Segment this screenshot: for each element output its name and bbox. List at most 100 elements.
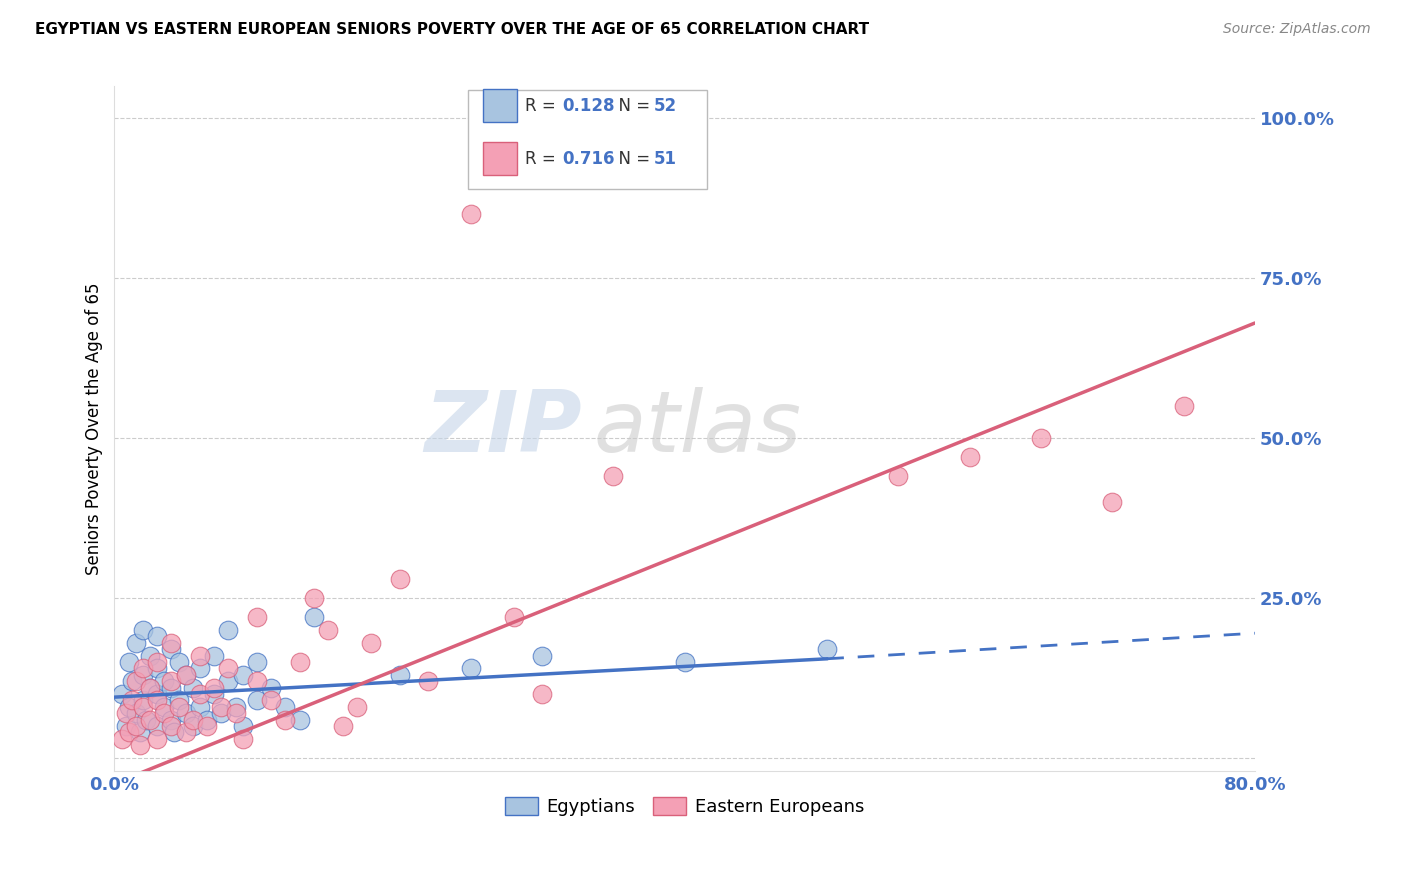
Point xyxy=(181,719,204,733)
Point xyxy=(188,687,211,701)
Point xyxy=(1173,399,1195,413)
Point xyxy=(288,713,311,727)
Legend: Egyptians, Eastern Europeans: Egyptians, Eastern Europeans xyxy=(498,789,872,823)
Point xyxy=(195,713,218,727)
Point xyxy=(959,450,981,465)
Text: R =: R = xyxy=(524,96,561,114)
Point xyxy=(531,648,554,663)
Point xyxy=(531,687,554,701)
Point xyxy=(260,681,283,695)
Point xyxy=(274,699,297,714)
Point xyxy=(195,719,218,733)
Point xyxy=(360,636,382,650)
Text: EGYPTIAN VS EASTERN EUROPEAN SENIORS POVERTY OVER THE AGE OF 65 CORRELATION CHAR: EGYPTIAN VS EASTERN EUROPEAN SENIORS POV… xyxy=(35,22,869,37)
Text: 51: 51 xyxy=(654,150,676,168)
Point xyxy=(181,681,204,695)
Point xyxy=(815,642,838,657)
Text: N =: N = xyxy=(609,150,655,168)
Point xyxy=(114,706,136,720)
Point xyxy=(188,648,211,663)
Point xyxy=(316,623,339,637)
Point xyxy=(232,719,254,733)
Point xyxy=(188,661,211,675)
Point xyxy=(153,706,176,720)
Point xyxy=(217,661,239,675)
Point xyxy=(132,699,155,714)
Point xyxy=(132,623,155,637)
Text: Source: ZipAtlas.com: Source: ZipAtlas.com xyxy=(1223,22,1371,37)
Point xyxy=(416,674,439,689)
Point xyxy=(110,687,132,701)
Point xyxy=(188,699,211,714)
Point xyxy=(174,667,197,681)
Point xyxy=(125,706,148,720)
Point xyxy=(274,713,297,727)
Point xyxy=(460,661,482,675)
Point xyxy=(118,655,141,669)
Point xyxy=(602,469,624,483)
Point xyxy=(163,725,186,739)
Point xyxy=(160,636,183,650)
Point xyxy=(209,699,232,714)
Point xyxy=(132,661,155,675)
Point xyxy=(225,706,247,720)
Y-axis label: Seniors Poverty Over the Age of 65: Seniors Poverty Over the Age of 65 xyxy=(86,282,103,574)
Point xyxy=(174,725,197,739)
Point xyxy=(146,693,169,707)
Text: ZIP: ZIP xyxy=(425,387,582,470)
Point xyxy=(125,674,148,689)
Point xyxy=(246,674,269,689)
Point xyxy=(673,655,696,669)
Point xyxy=(118,725,141,739)
Point xyxy=(132,693,155,707)
Point xyxy=(146,661,169,675)
Point xyxy=(217,623,239,637)
Point xyxy=(167,699,190,714)
Point xyxy=(202,687,225,701)
Point xyxy=(288,655,311,669)
Point xyxy=(202,648,225,663)
Point xyxy=(246,610,269,624)
Point xyxy=(160,713,183,727)
Point xyxy=(887,469,910,483)
Point xyxy=(129,738,152,752)
Point xyxy=(1029,431,1052,445)
Point xyxy=(232,731,254,746)
Point xyxy=(302,610,325,624)
Point xyxy=(153,674,176,689)
Point xyxy=(1101,495,1123,509)
Point xyxy=(246,693,269,707)
Point xyxy=(346,699,368,714)
Point xyxy=(388,572,411,586)
Point xyxy=(160,674,183,689)
Text: 52: 52 xyxy=(654,96,676,114)
Point xyxy=(129,725,152,739)
Point xyxy=(135,713,157,727)
Point xyxy=(232,667,254,681)
Point xyxy=(260,693,283,707)
Point xyxy=(125,719,148,733)
Point xyxy=(160,719,183,733)
Point xyxy=(181,713,204,727)
Point xyxy=(225,699,247,714)
Point xyxy=(139,648,162,663)
Bar xyxy=(482,143,517,176)
Point xyxy=(246,655,269,669)
Text: atlas: atlas xyxy=(593,387,801,470)
Point xyxy=(125,636,148,650)
Point xyxy=(209,706,232,720)
Bar xyxy=(482,89,517,122)
Text: N =: N = xyxy=(609,96,655,114)
Text: R =: R = xyxy=(524,150,561,168)
Point xyxy=(332,719,354,733)
Point xyxy=(146,719,169,733)
Point xyxy=(146,731,169,746)
Point xyxy=(146,655,169,669)
Point xyxy=(167,655,190,669)
Point xyxy=(146,687,169,701)
Point xyxy=(132,667,155,681)
Point xyxy=(174,706,197,720)
Point xyxy=(502,610,524,624)
Point xyxy=(302,591,325,605)
Text: 0.716: 0.716 xyxy=(562,150,614,168)
